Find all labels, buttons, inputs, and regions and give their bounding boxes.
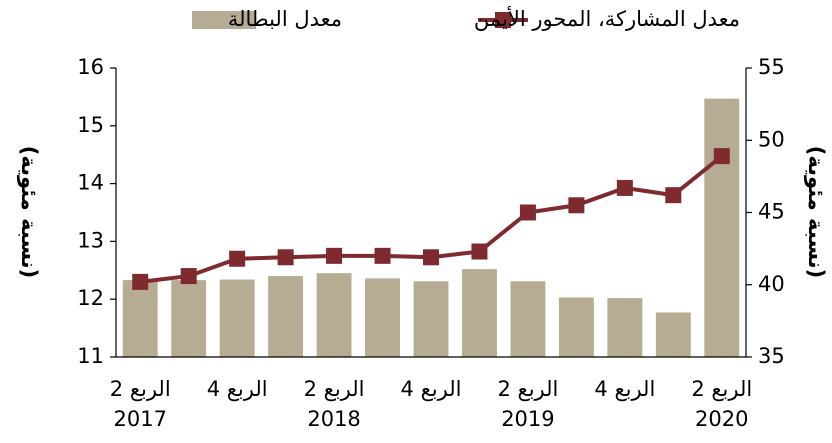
x-tick-label: الربع 2 — [110, 377, 171, 401]
bar — [413, 281, 449, 357]
marker — [471, 243, 488, 260]
marker — [277, 249, 294, 266]
y-tick-label: 11 — [77, 344, 104, 368]
x-tick-label: الربع 4 — [207, 377, 268, 401]
y2-tick-label: 45 — [758, 200, 785, 224]
marker — [229, 250, 246, 267]
bar — [219, 279, 255, 357]
bar — [607, 298, 643, 357]
marker — [713, 148, 730, 165]
y2-tick-label: 40 — [758, 272, 785, 296]
x-tick-label: 2019 — [501, 407, 554, 431]
legend-swatch — [192, 11, 256, 29]
legend-label: معدل البطالة — [228, 7, 342, 31]
x-tick-label: الربع 4 — [594, 377, 655, 401]
marker — [616, 179, 633, 196]
y-tick-label: 15 — [77, 113, 104, 137]
bar — [462, 269, 497, 357]
x-tick-label: 2017 — [114, 407, 167, 431]
x-tick-label: الربع 2 — [497, 377, 558, 401]
y2-axis-label: (نسبة مئوية) — [804, 146, 828, 278]
marker — [132, 273, 149, 290]
marker — [519, 204, 536, 221]
y-tick-label: 16 — [77, 55, 104, 79]
marker — [374, 247, 391, 264]
bar — [704, 98, 740, 357]
x-tick-label: 2018 — [307, 407, 360, 431]
marker — [665, 187, 682, 204]
bar — [316, 273, 352, 357]
legend-label: معدل المشاركة، المحور الأيمن — [474, 6, 740, 31]
bar — [510, 281, 546, 357]
y2-tick-label: 55 — [758, 55, 785, 79]
x-tick-label: الربع 2 — [304, 377, 365, 401]
x-tick-label: 2020 — [695, 407, 748, 431]
y-axis-label: (نسبة مئوية) — [17, 146, 41, 278]
marker — [568, 197, 585, 214]
bar — [655, 312, 691, 357]
bar — [171, 280, 207, 357]
bar — [268, 276, 304, 357]
x-tick-label: الربع 4 — [401, 377, 462, 401]
y-tick-label: 13 — [77, 228, 104, 252]
marker — [423, 249, 439, 266]
y2-tick-label: 35 — [758, 344, 785, 368]
x-tick-label: الربع 2 — [691, 377, 752, 401]
bar — [558, 297, 594, 357]
y2-tick-label: 50 — [758, 127, 785, 151]
y-tick-label: 12 — [77, 286, 104, 310]
marker — [180, 268, 197, 285]
y-tick-label: 14 — [77, 171, 104, 195]
bar — [122, 280, 158, 357]
bar — [365, 278, 400, 357]
legend-marker — [495, 12, 511, 28]
marker — [326, 247, 343, 264]
